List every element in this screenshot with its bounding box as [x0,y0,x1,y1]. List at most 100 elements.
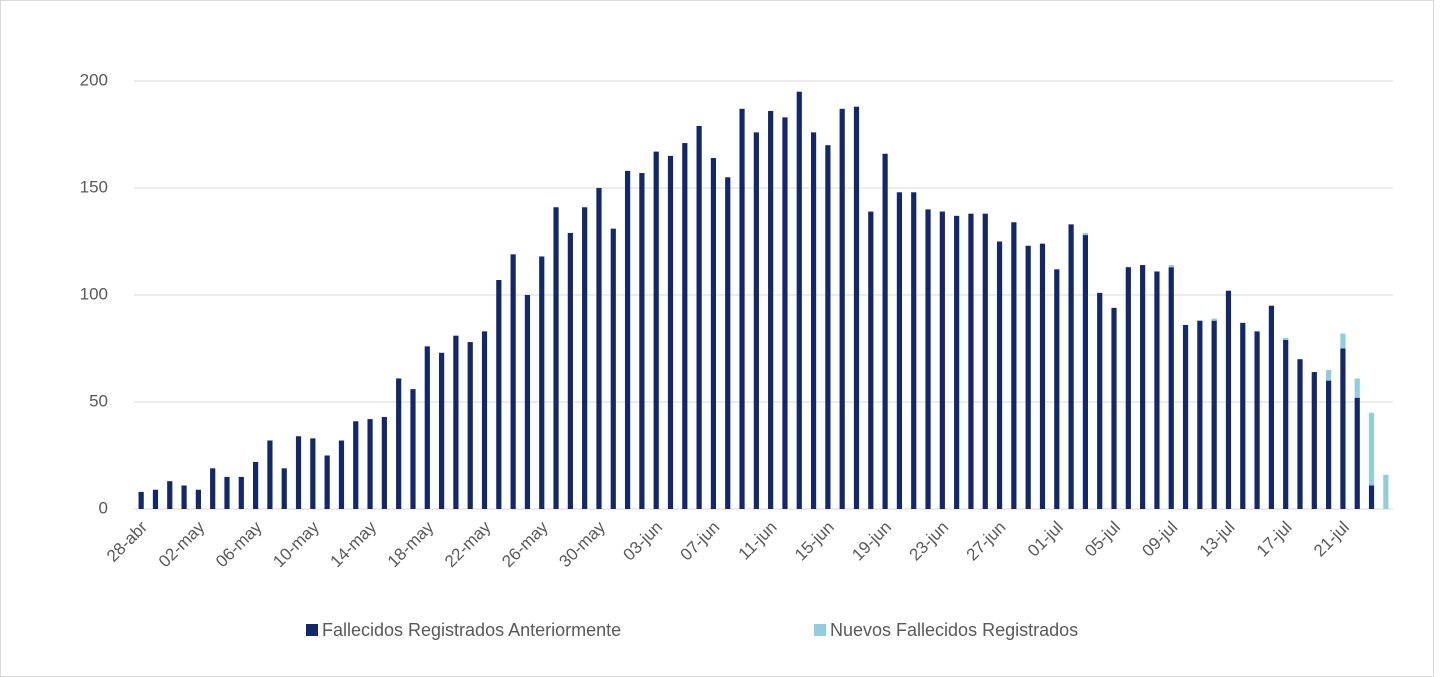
bar-segment [1125,267,1131,509]
bar-segment [138,491,144,509]
y-tick-label: 200 [80,70,108,89]
bar-segment [567,232,573,509]
bar-segment [1025,245,1031,509]
bar-segment [181,485,187,509]
bar-segment [1368,485,1375,509]
y-tick-label: 100 [80,284,108,303]
bar-segment [1254,331,1260,509]
bar-segment [1197,320,1203,509]
bar-segment [310,438,316,509]
bar-segment [410,389,416,509]
bar-segment [539,256,545,509]
bar-segment [1340,333,1346,349]
bar-segment [939,211,945,510]
y-tick-label: 50 [89,391,108,410]
bar-segment [1368,412,1375,486]
bar-segment [1082,232,1089,236]
bar-segment [925,209,931,509]
bar-segment [1011,222,1017,510]
bar-segment [710,158,717,510]
bar-segment [524,295,531,509]
bar-segment [1154,271,1160,509]
bar-segment [1068,224,1074,509]
bar-segment [453,335,459,509]
bar-segment [1326,369,1332,381]
bar-segment [996,241,1003,509]
bar-segment [224,476,230,509]
bar-segment [768,110,774,510]
bar-segment [1211,320,1217,509]
bar-segment [810,132,817,510]
bar-segment [267,440,273,509]
bar-segment [1182,324,1189,509]
bar-segment [424,346,430,509]
bar-segment [353,421,359,509]
bar-segment [725,177,731,510]
bar-segment [1340,348,1346,509]
bar-segment [739,108,745,509]
bar-segment [195,489,201,509]
bar-segment [1054,269,1060,509]
bar-segment [1283,337,1289,340]
legend-label: Fallecidos Registrados Anteriormente [322,620,621,640]
bar-segment [696,125,702,509]
bar-segment [1354,378,1360,398]
bar-segment [496,280,502,509]
bar-segment [295,436,302,509]
bar-segment [281,468,287,509]
bar-segment [825,145,831,509]
bar-segment [868,211,874,510]
bar-segment [624,170,631,509]
bar-segment [467,342,473,509]
bar-segment [796,91,802,509]
bar-segment [582,207,588,509]
bar-segment [610,228,616,509]
legend-swatch [814,624,826,636]
bar-segment [982,213,988,509]
y-tick-label: 150 [80,177,108,196]
legend: Fallecidos Registrados Anteriormente Nuev… [306,620,1078,640]
bar-segment [381,416,387,509]
bar-segment [1097,292,1103,509]
bar-segment [481,331,488,509]
y-tick-label: 0 [99,498,108,517]
bar-segment [396,378,402,509]
bar-segment [438,352,445,509]
bar-segment [1082,235,1089,509]
bar-segment [753,132,759,510]
bar-segment [1268,305,1274,509]
bar-segment [1168,265,1174,268]
bar-segment [954,215,960,509]
bar-segment [639,173,645,509]
bar-segment [324,455,330,509]
bar-segment [367,419,373,509]
legend-swatch [306,624,318,636]
bar-segment [911,192,917,509]
bar-segment [253,461,259,509]
bar-segment [1225,290,1232,509]
bar-segment [152,489,159,509]
bar-segment [1297,359,1303,509]
bar-segment [882,153,888,509]
bar-segment [667,155,674,509]
bar-segment [210,468,216,509]
bar-segment [1039,243,1046,509]
bar-segment [510,254,516,509]
bar-segment [1140,265,1146,509]
legend-label: Nuevos Fallecidos Registrados [830,620,1078,640]
bar-segment [553,207,559,509]
bar-segment [1211,318,1217,321]
bar-segment [968,213,974,509]
bar-segment [1283,339,1289,509]
bar-segment [1311,372,1317,509]
bar-segment [596,188,602,509]
bar-segment [853,106,860,510]
bar-segment [682,143,688,509]
bar-segment [782,117,788,509]
bar-segment [1111,307,1117,509]
bar-segment [167,481,173,509]
bar-segment [653,151,659,509]
bar-segment [1168,267,1174,509]
